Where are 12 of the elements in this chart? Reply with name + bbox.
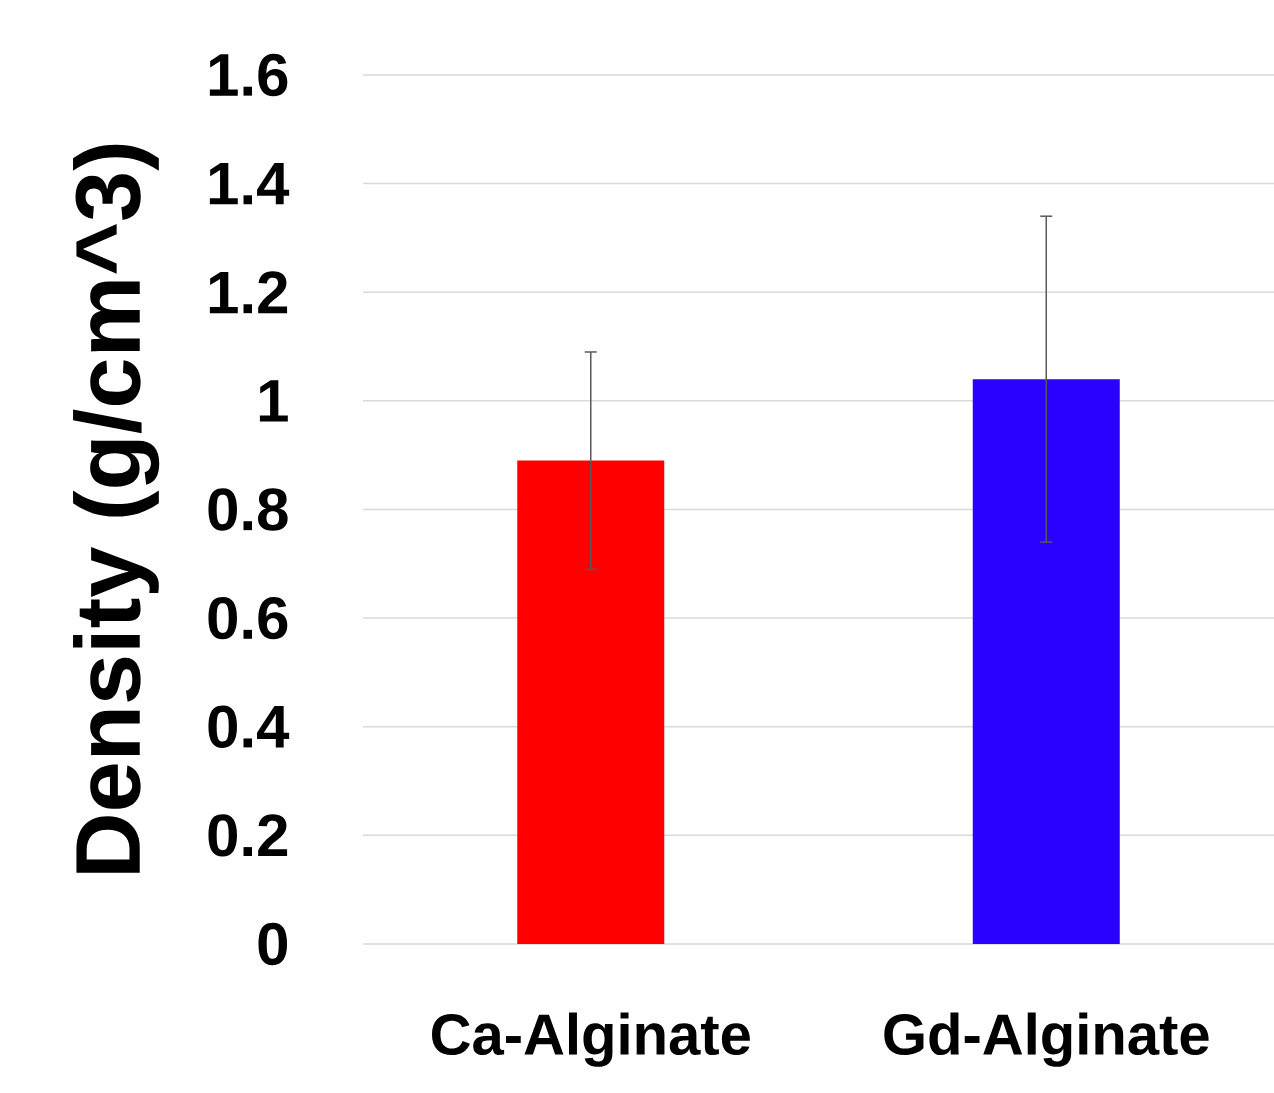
y-tick-label: 1.6: [209, 53, 288, 97]
y-tick-label: 0.4: [208, 705, 290, 748]
y-tick-label: 1: [259, 380, 288, 422]
y-tick-label: 1.4: [209, 162, 290, 205]
y-tick-label: 1.2: [209, 271, 288, 314]
y-tick-label: 0.8: [208, 488, 288, 531]
x-tick-label: Ca-Alginate: [432, 1012, 750, 1067]
y-axis-title: Density (g/cm^3): [73, 144, 160, 873]
y-tick-label: 0.2: [208, 814, 288, 857]
x-tick-label: Gd-Alginate: [884, 1012, 1209, 1067]
y-tick-label: 0: [258, 922, 288, 966]
y-tick-label: 0.6: [208, 596, 288, 640]
